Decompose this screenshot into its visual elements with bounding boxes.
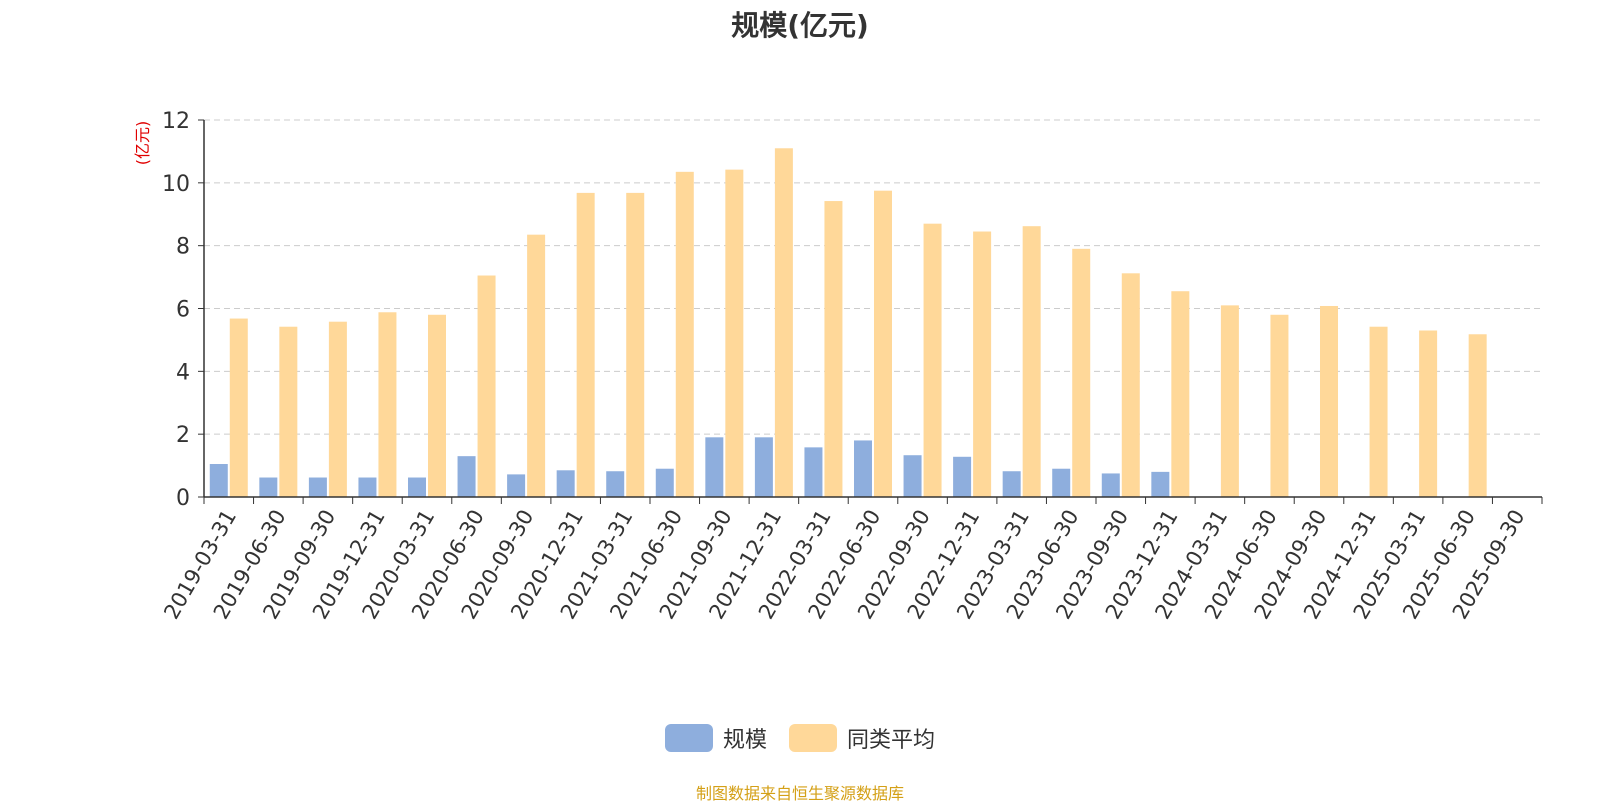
bar-series-2[interactable] bbox=[824, 201, 843, 497]
bar-series-1[interactable] bbox=[606, 471, 625, 497]
bar-series-2[interactable] bbox=[1270, 314, 1289, 497]
bar-series-2[interactable] bbox=[1072, 248, 1091, 497]
bar-series-2[interactable] bbox=[774, 148, 793, 497]
bar-series-1[interactable] bbox=[556, 470, 575, 497]
legend-label-series-2: 同类平均 bbox=[847, 728, 936, 753]
legend-swatch-series-1 bbox=[664, 724, 713, 752]
bar-series-2[interactable] bbox=[1369, 326, 1388, 497]
bar-series-2[interactable] bbox=[1171, 291, 1190, 497]
bar-series-2[interactable] bbox=[279, 326, 298, 497]
bar-series-2[interactable] bbox=[725, 169, 744, 497]
bars bbox=[209, 148, 1487, 498]
bar-series-2[interactable] bbox=[1121, 273, 1140, 497]
bar-series-1[interactable] bbox=[209, 464, 228, 497]
bar-series-1[interactable] bbox=[507, 474, 526, 497]
bar-series-1[interactable] bbox=[655, 468, 674, 497]
y-axis-unit-label: (亿元) bbox=[133, 121, 152, 166]
bar-series-1[interactable] bbox=[903, 455, 922, 497]
bar-series-1[interactable] bbox=[358, 477, 377, 497]
bar-series-2[interactable] bbox=[1220, 305, 1239, 497]
bar-series-2[interactable] bbox=[229, 318, 248, 497]
bar-series-1[interactable] bbox=[854, 440, 872, 497]
bar-series-2[interactable] bbox=[1419, 330, 1438, 497]
bar-series-2[interactable] bbox=[973, 231, 992, 497]
y-tick-label: 2 bbox=[176, 423, 190, 448]
bar-series-2[interactable] bbox=[527, 234, 546, 497]
bar-series-1[interactable] bbox=[705, 437, 724, 497]
legend-label-series-1: 规模 bbox=[722, 728, 767, 753]
legend-item-series-1[interactable]: 规模 bbox=[664, 722, 767, 754]
y-tick-label: 10 bbox=[162, 172, 190, 197]
bar-series-2[interactable] bbox=[576, 192, 595, 498]
bar-series-2[interactable] bbox=[378, 312, 397, 497]
bar-series-1[interactable] bbox=[308, 477, 327, 497]
y-tick-label: 8 bbox=[176, 235, 190, 260]
source-note: 制图数据来自恒生聚源数据库 bbox=[695, 784, 904, 803]
bar-series-2[interactable] bbox=[1022, 226, 1041, 497]
legend-item-series-2[interactable]: 同类平均 bbox=[789, 722, 935, 754]
bar-series-2[interactable] bbox=[923, 223, 942, 498]
bar-series-2[interactable] bbox=[1320, 305, 1338, 497]
bar-series-1[interactable] bbox=[259, 477, 278, 497]
legend-swatch-series-2 bbox=[789, 724, 837, 752]
bar-series-2[interactable] bbox=[328, 321, 347, 497]
bar-series-2[interactable] bbox=[477, 275, 496, 497]
bar-series-1[interactable] bbox=[1151, 471, 1170, 497]
bar-series-1[interactable] bbox=[1002, 471, 1021, 497]
bar-series-1[interactable] bbox=[754, 437, 773, 497]
bar-series-1[interactable] bbox=[804, 447, 823, 497]
bar-series-1[interactable] bbox=[1052, 468, 1071, 497]
y-tick-label: 4 bbox=[176, 360, 190, 385]
bar-series-1[interactable] bbox=[1101, 473, 1120, 497]
bar-series-1[interactable] bbox=[408, 477, 426, 497]
bar-series-1[interactable] bbox=[457, 456, 476, 497]
grid-lines bbox=[204, 119, 1542, 435]
y-tick-label: 6 bbox=[176, 298, 190, 323]
bar-series-2[interactable] bbox=[626, 192, 645, 498]
legend: 规模 同类平均 bbox=[0, 722, 1600, 754]
bar-series-1[interactable] bbox=[953, 456, 972, 497]
y-tick-label: 0 bbox=[176, 486, 190, 511]
y-tick-label: 12 bbox=[162, 109, 190, 134]
bar-series-2[interactable] bbox=[874, 190, 892, 497]
bar-series-2[interactable] bbox=[428, 314, 446, 497]
bar-series-2[interactable] bbox=[1468, 334, 1487, 497]
bar-series-2[interactable] bbox=[675, 171, 694, 497]
chart-title: 规模(亿元) bbox=[731, 9, 869, 42]
